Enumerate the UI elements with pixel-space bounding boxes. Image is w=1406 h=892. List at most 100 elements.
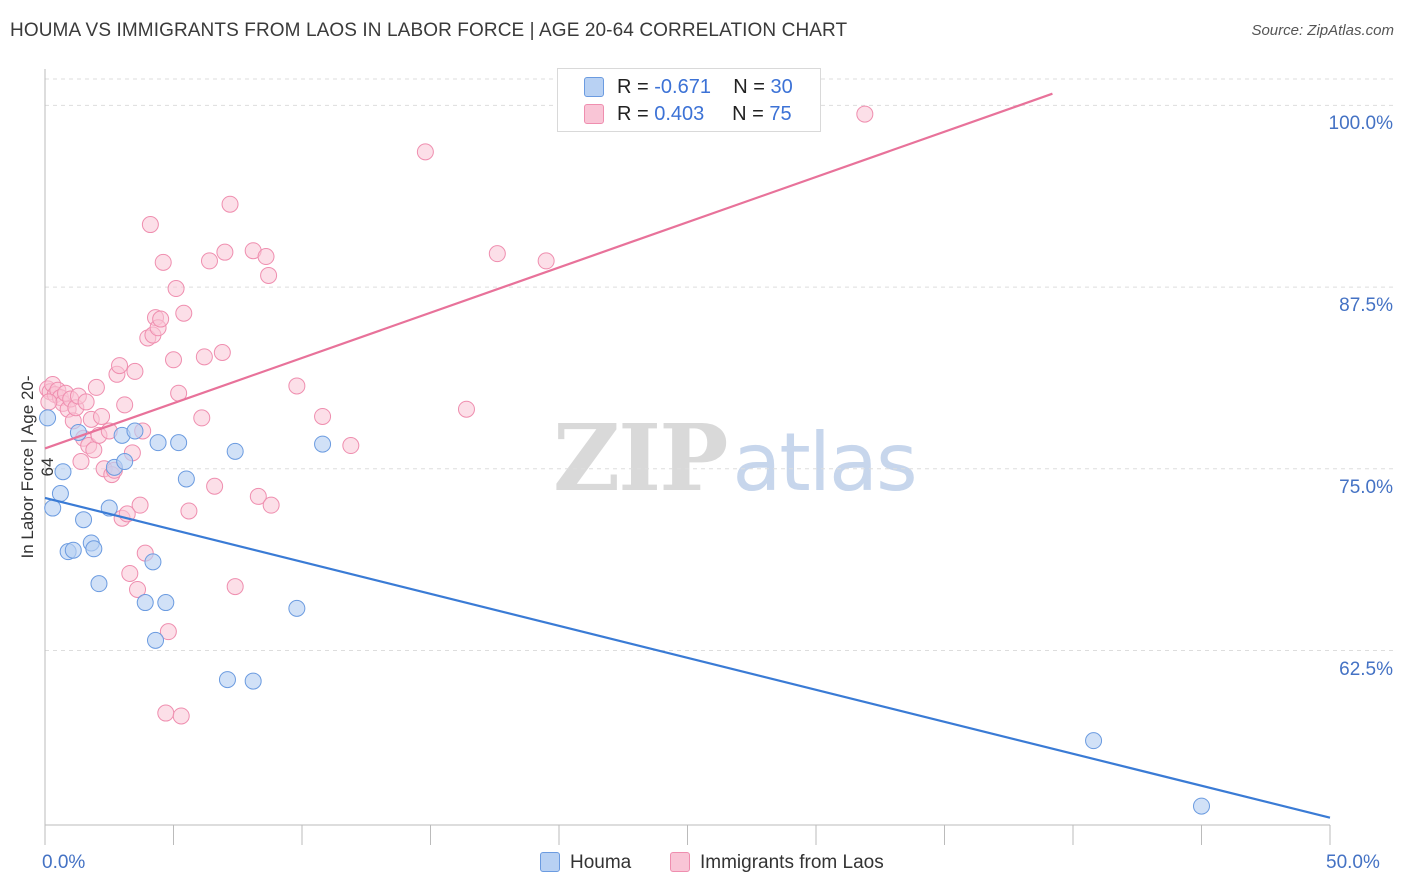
houma-point	[126, 422, 144, 440]
legend-houma-n: 30	[770, 76, 793, 98]
laos-point	[126, 362, 144, 380]
laos-points	[39, 105, 874, 725]
watermark: ZIPatlas	[553, 404, 918, 512]
laos-point	[260, 266, 278, 284]
laos-swatch	[584, 104, 604, 124]
laos-point	[129, 580, 147, 598]
laos-point	[416, 143, 434, 161]
houma-point	[136, 594, 154, 612]
laos-point	[172, 707, 190, 725]
laos-point	[93, 407, 111, 425]
bottom-legend-houma: Houma	[540, 852, 631, 874]
laos-point	[249, 487, 267, 505]
laos-point	[537, 252, 555, 270]
houma-point	[244, 672, 262, 690]
x-tick-label-max: 50.0%	[1326, 852, 1380, 873]
trend-lines	[44, 92, 1331, 819]
houma-point	[75, 511, 93, 529]
houma-point	[69, 423, 87, 441]
laos-point	[216, 243, 234, 261]
houma-trend-line	[44, 496, 1331, 819]
y-tick-label: 62.5%	[1339, 658, 1393, 680]
laos-point	[111, 357, 129, 375]
laos-point	[193, 409, 211, 427]
laos-point	[154, 253, 172, 271]
laos-point	[206, 477, 224, 495]
laos-point	[488, 245, 506, 263]
laos-point	[856, 105, 874, 123]
laos-point	[180, 502, 198, 520]
laos-point	[141, 216, 159, 234]
laos-point	[257, 248, 275, 266]
legend-n-label-houma: N =	[733, 76, 765, 98]
houma-point	[170, 434, 188, 452]
laos-point	[121, 564, 139, 582]
laos-point	[87, 378, 105, 396]
legend-laos-n: 75	[769, 103, 792, 125]
houma-point	[64, 541, 82, 559]
houma-point	[177, 470, 195, 488]
laos-legend-label: Immigrants from Laos	[700, 852, 884, 873]
chart-title: HOUMA VS IMMIGRANTS FROM LAOS IN LABOR F…	[10, 20, 848, 41]
houma-point	[226, 442, 244, 460]
laos-trend-line	[44, 92, 1053, 450]
laos-point	[213, 344, 231, 361]
laos-point	[175, 304, 193, 322]
laos-point	[167, 280, 185, 298]
houma-point	[157, 594, 175, 612]
houma-point	[314, 435, 332, 453]
laos-point	[159, 623, 177, 641]
laos-point	[226, 578, 244, 596]
laos-point	[262, 496, 280, 514]
houma-legend-swatch	[540, 852, 560, 872]
y-tick-label: 87.5%	[1339, 295, 1393, 317]
houma-point	[218, 671, 236, 689]
houma-point	[90, 575, 108, 593]
houma-point	[288, 599, 306, 617]
laos-point	[288, 377, 306, 395]
houma-point	[144, 553, 162, 571]
y-axis-title: In Labor Force | Age 20-64	[18, 375, 57, 559]
laos-point	[77, 393, 95, 411]
laos-point	[157, 704, 175, 722]
grid-lines	[45, 78, 1395, 652]
axes	[44, 69, 1331, 845]
legend-r-label-houma: R =	[617, 76, 649, 98]
laos-point	[116, 396, 134, 414]
y-tick-label: 100.0%	[1328, 113, 1393, 135]
laos-point	[152, 310, 170, 328]
houma-point	[85, 540, 103, 558]
laos-legend-swatch	[670, 852, 690, 872]
legend-n-label-laos: N =	[732, 103, 764, 125]
x-tick-label-min: 0.0%	[42, 852, 86, 873]
houma-point	[1085, 732, 1103, 750]
houma-swatch	[584, 77, 604, 97]
laos-point	[342, 437, 360, 455]
source-credit: Source: ZipAtlas.com	[1251, 22, 1394, 39]
houma-point	[116, 453, 134, 471]
houma-point	[1193, 797, 1210, 815]
laos-point	[200, 252, 218, 270]
houma-point	[54, 463, 72, 481]
laos-point	[85, 441, 103, 459]
houma-legend-label: Houma	[570, 852, 632, 873]
laos-point	[314, 407, 332, 425]
y-tick-label: 75.0%	[1339, 476, 1393, 498]
laos-point	[221, 195, 239, 213]
watermark-zip: ZIP	[553, 404, 728, 512]
legend-r-label-laos: R =	[617, 103, 649, 125]
houma-point	[39, 409, 57, 427]
laos-point	[72, 453, 90, 471]
laos-point	[131, 496, 149, 514]
houma-point	[147, 631, 165, 649]
legend-houma-r: -0.671	[654, 76, 711, 98]
legend-laos-r: 0.403	[654, 103, 705, 125]
laos-point	[195, 348, 213, 366]
laos-point	[457, 400, 475, 418]
watermark-atlas: atlas	[732, 416, 917, 509]
legend: R = -0.671 N = 30 R = 0.403 N = 75	[557, 68, 821, 132]
bottom-legend-laos: Immigrants from Laos	[670, 852, 884, 874]
laos-point	[165, 351, 182, 369]
houma-point	[149, 434, 167, 452]
